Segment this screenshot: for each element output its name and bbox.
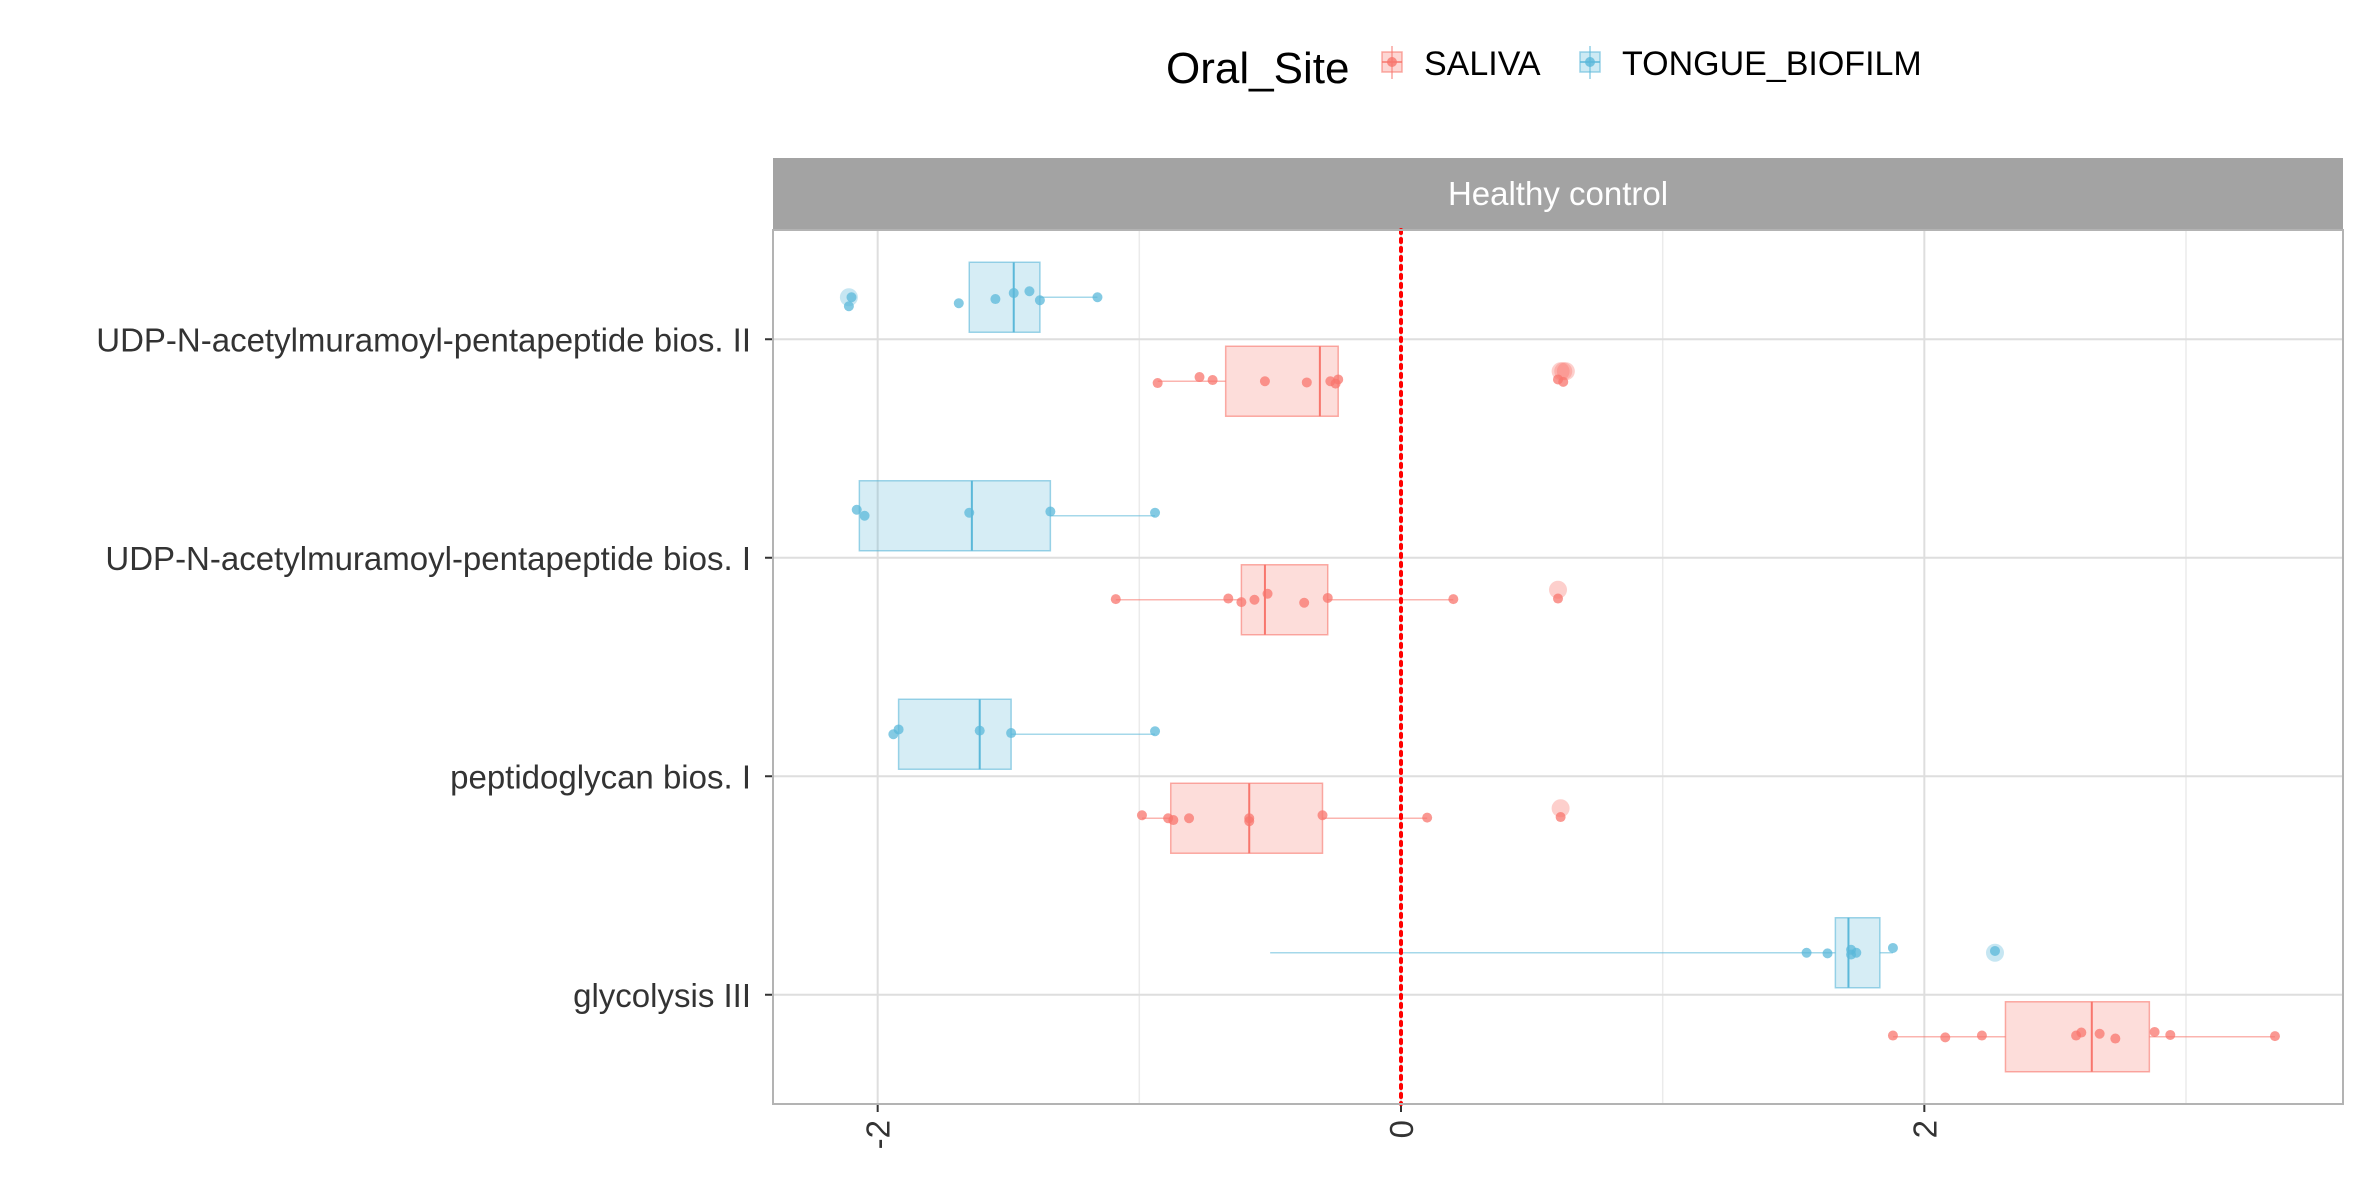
facet-label: Healthy control	[1448, 175, 1668, 212]
data-point	[1194, 372, 1205, 383]
box-saliva	[1110, 564, 1567, 636]
data-point	[1322, 592, 1333, 603]
legend-key-saliva	[1381, 46, 1403, 79]
data-point	[2071, 1030, 2082, 1041]
box-saliva	[1887, 1001, 2280, 1073]
data-point	[2269, 1031, 2280, 1042]
data-point	[1008, 288, 1019, 299]
data-point	[1045, 506, 1056, 517]
data-point	[990, 294, 1001, 305]
data-point	[1259, 376, 1270, 387]
box-iqr	[1224, 345, 1339, 417]
data-point	[2149, 1026, 2160, 1037]
data-point	[1207, 375, 1218, 386]
data-point	[1555, 812, 1566, 823]
legend-title: Oral_Site	[1166, 44, 1349, 93]
y-axis: UDP-N-acetylmuramoyl-pentapeptide bios. …	[96, 321, 773, 1014]
data-point	[1152, 378, 1163, 389]
data-point	[1940, 1032, 1951, 1043]
data-point	[1801, 947, 1812, 958]
data-point	[1822, 948, 1833, 959]
legend-key-tongue-biofilm	[1579, 46, 1601, 79]
data-point	[888, 729, 899, 740]
x-tick-label: -2	[860, 1120, 897, 1149]
box-iqr	[968, 261, 1041, 333]
y-tick-label: UDP-N-acetylmuramoyl-pentapeptide bios. …	[105, 540, 751, 577]
box-tongue-biofilm	[888, 698, 1161, 770]
data-point	[859, 510, 870, 521]
data-point	[1301, 377, 1312, 388]
x-tick-label: 2	[1906, 1120, 1943, 1138]
data-point	[1553, 593, 1563, 604]
data-point	[1110, 594, 1121, 605]
data-point	[1150, 726, 1161, 737]
legend-label-saliva: SALIVA	[1424, 45, 1541, 83]
boxplot-series	[839, 261, 2280, 1073]
box-saliva	[1152, 345, 1575, 417]
x-tick-label: 0	[1383, 1120, 1420, 1138]
data-point	[2094, 1028, 2105, 1039]
y-tick-label: glycolysis III	[573, 977, 751, 1014]
data-point	[1262, 588, 1273, 599]
data-point	[1024, 286, 1035, 297]
data-point	[1989, 945, 2000, 956]
data-point	[1299, 597, 1310, 608]
data-point	[1976, 1030, 1987, 1041]
data-point	[1249, 594, 1260, 605]
x-axis: -2 0 2	[860, 1104, 1943, 1149]
outlier-point	[1551, 799, 1570, 818]
data-point	[964, 507, 975, 518]
box-tongue-biofilm	[851, 480, 1161, 552]
legend: Oral_Site SALIVA TONGUE_BIOFILM	[1166, 44, 1922, 93]
outlier-point	[1549, 580, 1567, 599]
data-point	[2110, 1033, 2121, 1044]
data-point	[2165, 1029, 2176, 1040]
box-iqr	[897, 698, 1012, 770]
y-tick-label: peptidoglycan bios. I	[450, 758, 751, 795]
legend-label-tongue-biofilm: TONGUE_BIOFILM	[1622, 45, 1922, 83]
data-point	[1887, 942, 1898, 953]
data-point	[1236, 597, 1247, 608]
data-point	[1846, 949, 1857, 960]
data-point	[1150, 507, 1161, 518]
data-point	[953, 298, 964, 309]
data-point	[846, 292, 857, 303]
facet-strip	[773, 158, 2343, 230]
data-point	[1184, 813, 1195, 824]
panel-border	[772, 229, 2344, 1105]
y-tick-label: UDP-N-acetylmuramoyl-pentapeptide bios. …	[96, 321, 751, 358]
data-point	[1244, 816, 1255, 827]
data-point	[1330, 378, 1341, 389]
box-saliva	[1136, 782, 1570, 854]
data-point	[1223, 593, 1234, 604]
plot-panel	[773, 230, 2343, 1104]
data-point	[974, 725, 985, 736]
data-point	[1422, 812, 1433, 823]
data-point	[1136, 810, 1147, 821]
box-tongue-biofilm	[1270, 917, 2004, 989]
data-point	[1092, 292, 1103, 303]
data-point	[851, 504, 862, 515]
data-point	[1558, 376, 1569, 387]
box-tongue-biofilm	[839, 261, 1103, 333]
data-point	[1448, 594, 1459, 605]
data-point	[1887, 1030, 1898, 1041]
data-point	[1006, 728, 1017, 739]
data-point	[1168, 815, 1179, 826]
data-point	[1317, 810, 1328, 821]
data-point	[843, 301, 854, 312]
data-point	[1034, 295, 1045, 306]
box-iqr	[858, 480, 1052, 552]
